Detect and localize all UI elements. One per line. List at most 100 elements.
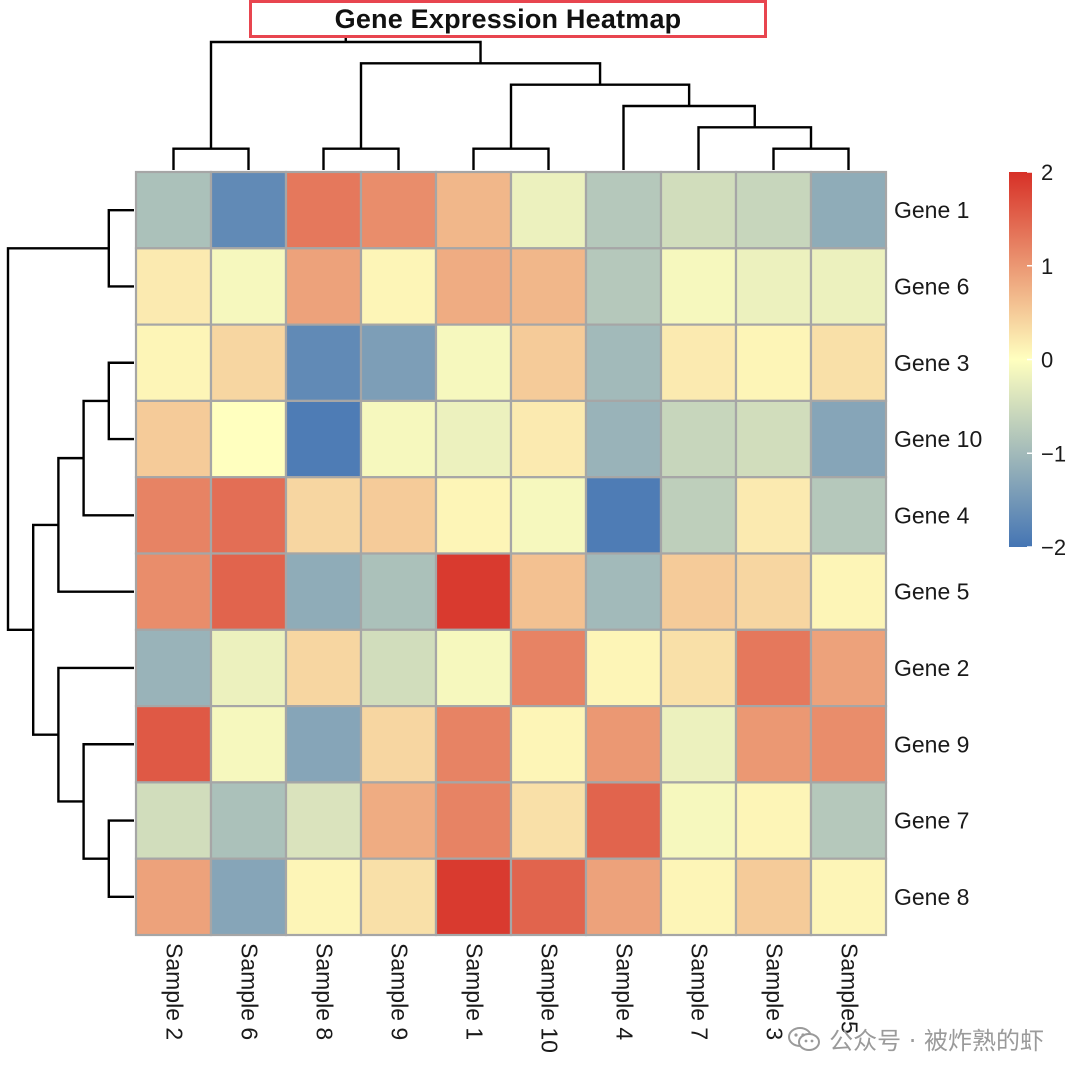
column-dendrogram-branch — [322, 147, 400, 170]
cell-gene-9-sample-10 — [509, 704, 588, 784]
cell-gene-2-sample-10 — [509, 628, 588, 708]
cell-gene-10-sample-8 — [284, 399, 363, 479]
row-dendrogram-branch — [107, 361, 134, 441]
cell-gene-10-sample-2 — [134, 399, 213, 479]
cell-gene-6-sample-1 — [434, 247, 513, 326]
legend-tick-label: 2 — [1041, 160, 1053, 185]
cell-gene-9-sample-4 — [584, 704, 663, 784]
row-dendrogram-branch — [57, 666, 134, 803]
row-label-gene-9: Gene 9 — [894, 731, 969, 757]
cell-gene-10-sample-3 — [734, 399, 813, 479]
row-label-gene-2: Gene 2 — [894, 655, 969, 681]
cell-gene-3-sample-7 — [659, 323, 738, 403]
column-label-sample5: Sample5 — [837, 943, 863, 1034]
column-dendrogram — [172, 34, 850, 170]
row-label-gene-7: Gene 7 — [894, 808, 969, 834]
cell-gene-5-sample-8 — [284, 552, 363, 631]
cell-gene-4-sample-3 — [734, 476, 813, 555]
cell-gene-7-sample5 — [809, 781, 888, 860]
heatmap-cells — [134, 170, 888, 937]
cell-gene-5-sample-9 — [359, 552, 438, 631]
cell-gene-6-sample5 — [809, 247, 888, 326]
cell-gene-3-sample-6 — [209, 323, 288, 403]
cell-gene-3-sample-10 — [509, 323, 588, 403]
cell-gene-3-sample-1 — [434, 323, 513, 403]
column-dendrogram-branch — [772, 147, 850, 170]
column-label-sample-1: Sample 1 — [462, 943, 488, 1040]
cell-gene-4-sample-1 — [434, 476, 513, 555]
cell-gene-6-sample-3 — [734, 247, 813, 326]
column-dendrogram-branch — [359, 62, 602, 149]
column-label-sample-4: Sample 4 — [612, 943, 638, 1040]
column-dendrogram-branch — [209, 40, 482, 149]
cell-gene-1-sample-10 — [509, 170, 588, 250]
cell-gene-5-sample-4 — [584, 552, 663, 631]
cell-gene-2-sample-4 — [584, 628, 663, 708]
cell-gene-5-sample-10 — [509, 552, 588, 631]
cell-gene-7-sample-7 — [659, 781, 738, 860]
cell-gene-9-sample-2 — [134, 704, 213, 784]
cell-gene-6-sample-9 — [359, 247, 438, 326]
color-legend: 2 1 0 −1 −2 — [1009, 160, 1066, 560]
row-dendrogram-branch — [6, 247, 109, 631]
cell-gene-5-sample-7 — [659, 552, 738, 631]
chart-title: Gene Expression Heatmap — [334, 3, 682, 34]
column-label-sample-7: Sample 7 — [687, 943, 713, 1040]
cell-gene-3-sample5 — [809, 323, 888, 403]
cell-gene-2-sample-9 — [359, 628, 438, 708]
cell-gene-9-sample-8 — [284, 704, 363, 784]
row-dendrogram-branch — [32, 523, 59, 736]
column-labels: Sample 2 Sample 6 Sample 8 Sample 9 Sample 1… — [162, 943, 863, 1053]
cell-gene-3-sample-4 — [584, 323, 663, 403]
cell-gene-8-sample-1 — [434, 857, 513, 937]
cell-gene-6-sample-6 — [209, 247, 288, 326]
cell-gene-4-sample-6 — [209, 476, 288, 555]
row-dendrogram-branch — [107, 208, 134, 288]
cell-gene-2-sample5 — [809, 628, 888, 708]
cell-gene-2-sample-6 — [209, 628, 288, 708]
cell-gene-10-sample-4 — [584, 399, 663, 479]
cell-gene-1-sample-3 — [734, 170, 813, 250]
cell-gene-1-sample5 — [809, 170, 888, 250]
cell-gene-4-sample-8 — [284, 476, 363, 555]
legend-color-bar — [1009, 172, 1032, 547]
cell-gene-1-sample-1 — [434, 170, 513, 250]
cell-gene-10-sample-10 — [509, 399, 588, 479]
cell-gene-9-sample5 — [809, 704, 888, 784]
title-box: Gene Expression Heatmap — [249, 0, 767, 38]
cell-gene-2-sample-3 — [734, 628, 813, 708]
column-label-sample-8: Sample 8 — [312, 943, 338, 1040]
cell-gene-5-sample5 — [809, 552, 888, 631]
cell-gene-10-sample5 — [809, 399, 888, 479]
column-dendrogram-branch — [509, 83, 691, 149]
cell-gene-6-sample-10 — [509, 247, 588, 326]
cell-gene-10-sample-7 — [659, 399, 738, 479]
row-dendrogram-branch — [57, 456, 134, 593]
row-dendrogram — [6, 208, 134, 899]
cell-gene-2-sample-7 — [659, 628, 738, 708]
legend-tick-label: 1 — [1041, 254, 1053, 279]
cell-gene-3-sample-9 — [359, 323, 438, 403]
row-label-gene-3: Gene 3 — [894, 350, 969, 376]
cell-gene-7-sample-1 — [434, 781, 513, 860]
cell-gene-1-sample-9 — [359, 170, 438, 250]
cell-gene-2-sample-1 — [434, 628, 513, 708]
column-label-sample-10: Sample 10 — [537, 943, 563, 1053]
cell-gene-6-sample-4 — [584, 247, 663, 326]
cell-gene-9-sample-7 — [659, 704, 738, 784]
cell-gene-8-sample-10 — [509, 857, 588, 937]
cell-gene-6-sample-8 — [284, 247, 363, 326]
cell-gene-4-sample-7 — [659, 476, 738, 555]
row-label-gene-10: Gene 10 — [894, 426, 982, 452]
cell-gene-4-sample-2 — [134, 476, 213, 555]
cell-gene-4-sample-4 — [584, 476, 663, 555]
cell-gene-8-sample-4 — [584, 857, 663, 937]
cell-gene-8-sample-9 — [359, 857, 438, 937]
row-dendrogram-branch — [107, 819, 134, 899]
cell-gene-7-sample-10 — [509, 781, 588, 860]
cell-gene-5-sample-3 — [734, 552, 813, 631]
cell-gene-10-sample-1 — [434, 399, 513, 479]
cell-gene-9-sample-9 — [359, 704, 438, 784]
